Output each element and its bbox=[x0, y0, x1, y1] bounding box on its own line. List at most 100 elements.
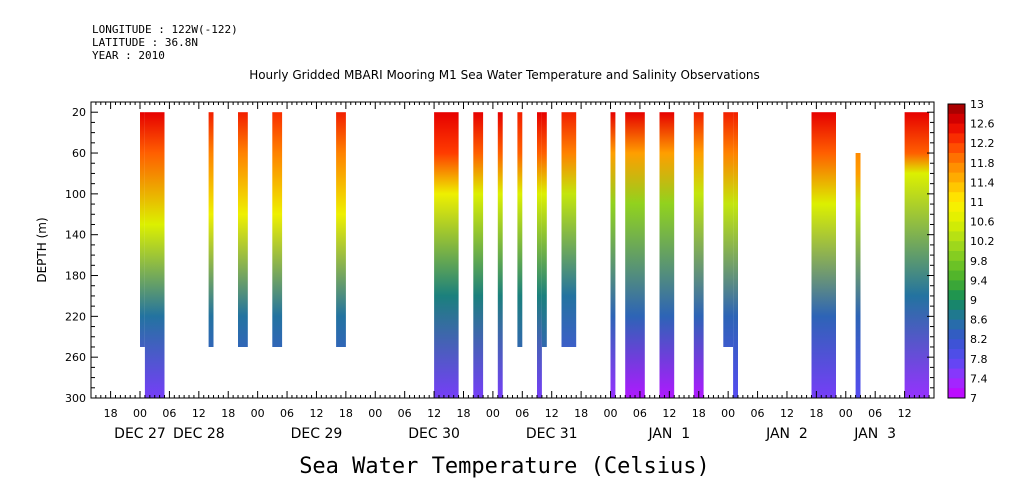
data-column bbox=[693, 112, 704, 398]
colorbar-swatch bbox=[948, 339, 965, 350]
colorbar-swatch bbox=[948, 260, 965, 272]
colorbar-swatch bbox=[948, 349, 965, 360]
x-tick-label: 06 bbox=[398, 407, 412, 420]
x-tick-label: 06 bbox=[515, 407, 529, 420]
colorbar-swatch bbox=[948, 280, 965, 291]
colorbar-label: 11 bbox=[970, 196, 984, 209]
colorbar-swatch bbox=[948, 113, 965, 125]
colorbar: 13 12.6 12.2 11.8 11.4 11 10.6 10.2 9.8 9.4 9 8.6 8.… bbox=[947, 98, 995, 405]
x-tick-label: 06 bbox=[162, 407, 176, 420]
colorbar-label: 13 bbox=[970, 98, 984, 111]
data-column bbox=[208, 112, 214, 347]
colorbar-swatch bbox=[948, 309, 965, 321]
y-tick-label: 180 bbox=[65, 270, 86, 283]
x-date-label: JAN 2 bbox=[765, 426, 808, 442]
data-column bbox=[625, 112, 645, 398]
x-date-label: JAN 3 bbox=[853, 426, 896, 442]
colorbar-label: 9.8 bbox=[970, 255, 988, 268]
data-column bbox=[733, 112, 738, 398]
data-column bbox=[561, 112, 577, 347]
colorbar-label: 8.2 bbox=[970, 333, 988, 346]
colorbar-label: 11.4 bbox=[970, 176, 995, 189]
y-axis-label: DEPTH (m) bbox=[35, 217, 49, 282]
colorbar-swatch bbox=[948, 290, 965, 301]
colorbar-label: 12.6 bbox=[970, 118, 995, 131]
x-tick-label: 12 bbox=[898, 407, 912, 420]
x-tick-label: 18 bbox=[574, 407, 588, 420]
x-tick-label: 00 bbox=[721, 407, 735, 420]
colorbar-swatch bbox=[948, 388, 965, 399]
colorbar-label: 11.8 bbox=[970, 157, 995, 170]
x-tick-label: 18 bbox=[692, 407, 706, 420]
x-tick-label: 12 bbox=[545, 407, 559, 420]
data-column bbox=[517, 112, 523, 347]
x-date-label: DEC 28 bbox=[173, 426, 225, 442]
colorbar-swatch bbox=[948, 270, 965, 281]
latitude-label: LATITUDE : 36.8N bbox=[92, 36, 198, 49]
x-date-label: JAN 1 bbox=[647, 426, 690, 442]
colorbar-label: 7 bbox=[970, 392, 977, 405]
x-date-label: DEC 30 bbox=[408, 426, 460, 442]
data-column bbox=[473, 112, 484, 398]
y-tick-label: 60 bbox=[72, 147, 86, 160]
colorbar-label: 12.2 bbox=[970, 137, 995, 150]
colorbar-swatch bbox=[948, 143, 965, 154]
colorbar-label: 7.8 bbox=[970, 353, 988, 366]
x-tick-label: 00 bbox=[486, 407, 500, 420]
colorbar-swatch bbox=[948, 231, 965, 242]
x-tick-label: 18 bbox=[221, 407, 235, 420]
x-date-label: DEC 31 bbox=[526, 426, 578, 442]
x-tick-label: 18 bbox=[339, 407, 353, 420]
x-date-label: DEC 27 bbox=[114, 426, 166, 442]
colorbar-swatch bbox=[948, 133, 965, 144]
colorbar-label: 9 bbox=[970, 294, 977, 307]
axes: 20 60 100 140 180 220 260 300 18 00 06 12 18 00 06 12 18… bbox=[65, 101, 935, 442]
x-date-label: DEC 29 bbox=[291, 426, 343, 442]
colorbar-frame bbox=[947, 103, 966, 399]
colorbar-swatch bbox=[948, 202, 965, 213]
colorbar-label: 8.6 bbox=[970, 314, 988, 327]
colorbar-swatch bbox=[948, 104, 965, 115]
x-tick-label: 18 bbox=[104, 407, 118, 420]
colorbar-swatch bbox=[948, 153, 965, 164]
data-column bbox=[537, 112, 542, 398]
data-column bbox=[336, 112, 346, 347]
data-column bbox=[272, 112, 283, 347]
x-tick-label: 12 bbox=[662, 407, 676, 420]
colorbar-label: 10.6 bbox=[970, 216, 995, 229]
data-column bbox=[434, 112, 459, 398]
data-column bbox=[723, 112, 734, 347]
plot-frame bbox=[90, 101, 935, 399]
x-tick-label: 12 bbox=[427, 407, 441, 420]
x-tick-label: 06 bbox=[280, 407, 294, 420]
data-column bbox=[140, 112, 145, 347]
colorbar-swatch bbox=[948, 162, 965, 174]
data-column bbox=[497, 112, 503, 398]
colorbar-swatch bbox=[948, 251, 965, 262]
data-column bbox=[904, 112, 930, 398]
x-axis-label: Sea Water Temperature (Celsius) bbox=[299, 454, 710, 479]
colorbar-swatch bbox=[948, 378, 965, 389]
x-tick-label: 00 bbox=[839, 407, 853, 420]
data-column bbox=[811, 112, 836, 398]
plot-area bbox=[140, 112, 930, 398]
chart-title: Hourly Gridded MBARI Mooring M1 Sea Wate… bbox=[249, 68, 760, 82]
y-tick-label: 20 bbox=[72, 106, 86, 119]
y-tick-label: 220 bbox=[65, 310, 86, 323]
x-tick-label: 12 bbox=[780, 407, 794, 420]
x-tick-label: 06 bbox=[633, 407, 647, 420]
year-label: YEAR : 2010 bbox=[92, 49, 165, 62]
y-tick-label: 260 bbox=[65, 351, 86, 364]
x-tick-label: 18 bbox=[456, 407, 470, 420]
longitude-label: LONGITUDE : 122W(-122) bbox=[92, 23, 238, 36]
data-column bbox=[541, 112, 547, 347]
colorbar-swatch bbox=[948, 192, 965, 203]
colorbar-swatch bbox=[948, 221, 965, 232]
colorbar-label: 7.4 bbox=[970, 372, 988, 385]
colorbar-label: 9.4 bbox=[970, 274, 988, 287]
y-tick-label: 140 bbox=[65, 229, 86, 242]
data-column bbox=[144, 112, 165, 398]
colorbar-swatch bbox=[948, 368, 965, 379]
x-tick-label: 00 bbox=[251, 407, 265, 420]
